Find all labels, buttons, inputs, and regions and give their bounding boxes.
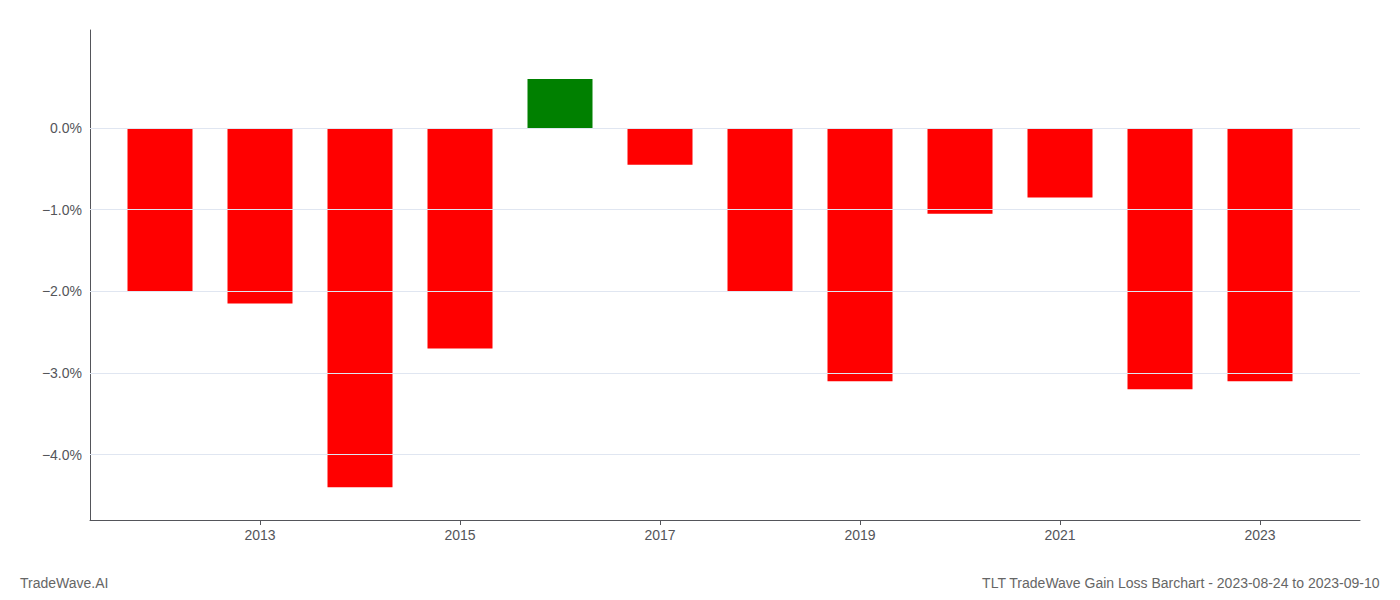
svg-text:2017: 2017 [644,527,675,543]
svg-text:2021: 2021 [1044,527,1075,543]
svg-text:2023: 2023 [1244,527,1275,543]
svg-text:2019: 2019 [844,527,875,543]
svg-text:2015: 2015 [444,527,475,543]
svg-text:TLT TradeWave Gain Loss Barcha: TLT TradeWave Gain Loss Barchart - 2023-… [982,575,1380,591]
svg-text:−1.0%: −1.0% [42,202,82,218]
svg-text:0.0%: 0.0% [50,120,82,136]
svg-text:−4.0%: −4.0% [42,447,82,463]
svg-text:−2.0%: −2.0% [42,283,82,299]
svg-text:−3.0%: −3.0% [42,365,82,381]
svg-text:TradeWave.AI: TradeWave.AI [20,575,108,591]
svg-text:2013: 2013 [244,527,275,543]
